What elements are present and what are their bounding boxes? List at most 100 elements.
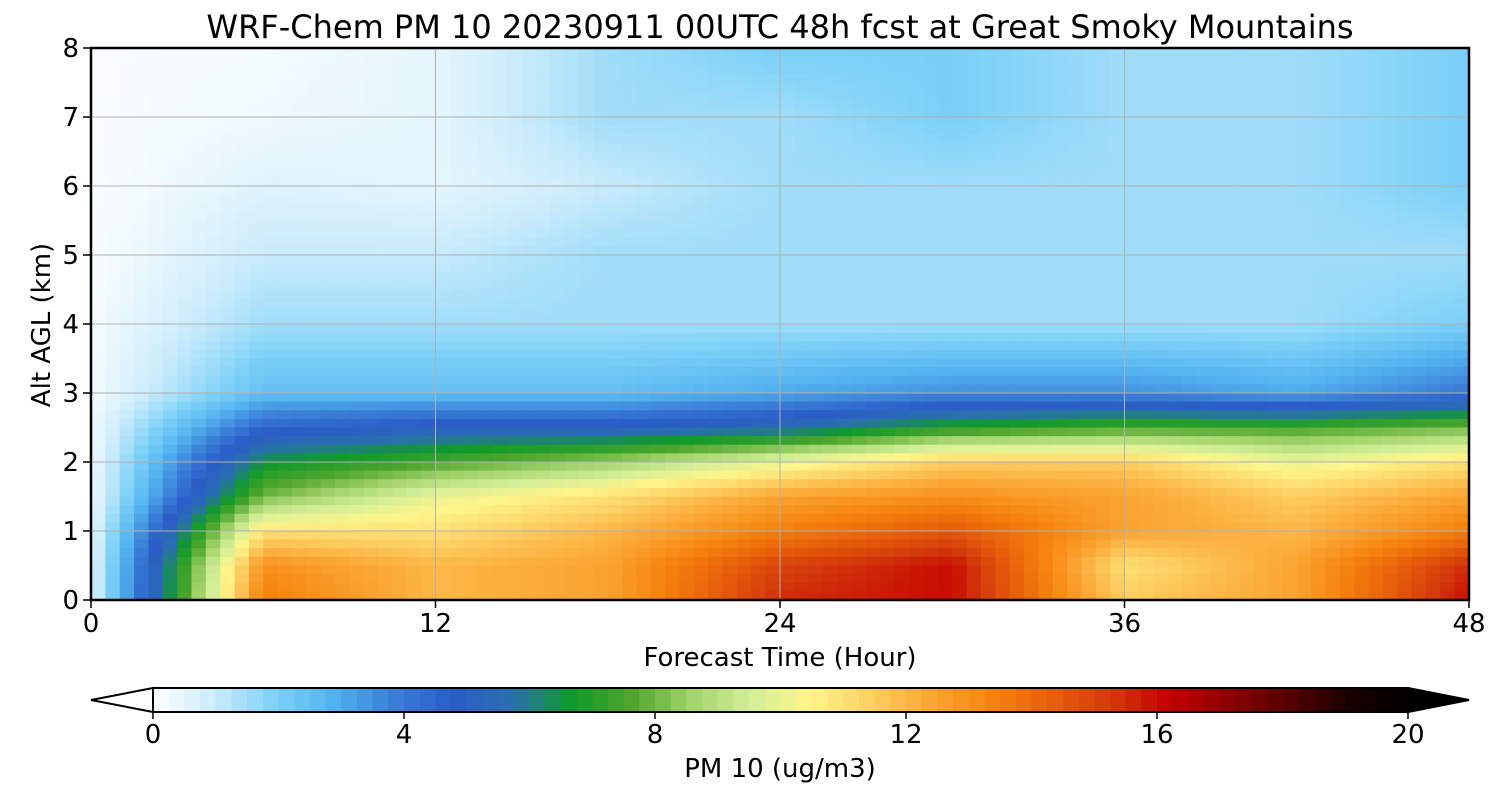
heatmap-cell xyxy=(794,134,810,144)
heatmap-cell xyxy=(1081,332,1097,342)
heatmap-cell xyxy=(277,65,293,75)
heatmap-cell xyxy=(378,151,394,161)
heatmap-cell xyxy=(306,462,322,472)
heatmap-cell xyxy=(134,177,150,187)
heatmap-cell xyxy=(220,142,236,153)
heatmap-cell xyxy=(1196,384,1212,394)
heatmap-cell xyxy=(650,229,666,239)
heatmap-cell xyxy=(1009,160,1025,170)
heatmap-cell xyxy=(507,487,523,498)
heatmap-cell xyxy=(1024,306,1039,316)
heatmap-cell xyxy=(435,332,451,342)
heatmap-cell xyxy=(1081,375,1097,385)
heatmap-cell xyxy=(234,401,250,411)
heatmap-cell xyxy=(808,341,824,351)
heatmap-cell xyxy=(880,108,896,118)
heatmap-cell xyxy=(1253,470,1269,480)
heatmap-cell xyxy=(1153,375,1169,385)
heatmap-cell xyxy=(277,272,293,282)
heatmap-cell xyxy=(550,479,566,489)
heatmap-cell xyxy=(564,341,580,351)
heatmap-cell xyxy=(765,237,781,247)
heatmap-cell xyxy=(291,246,307,256)
heatmap-cell xyxy=(320,306,336,316)
heatmap-cell xyxy=(435,280,451,291)
heatmap-cell xyxy=(1440,186,1456,196)
heatmap-cell xyxy=(1253,48,1269,58)
heatmap-cell xyxy=(291,255,307,265)
heatmap-cell xyxy=(248,255,264,265)
heatmap-cell xyxy=(722,263,738,273)
heatmap-cell xyxy=(363,375,379,385)
heatmap-cell xyxy=(980,168,996,178)
heatmap-cell xyxy=(320,203,336,213)
heatmap-cell xyxy=(148,280,164,291)
heatmap-cell xyxy=(1354,410,1370,420)
heatmap-cell xyxy=(923,220,939,230)
heatmap-cell xyxy=(607,393,623,403)
heatmap-cell xyxy=(751,48,767,58)
heatmap-cell xyxy=(909,375,925,385)
heatmap-cell xyxy=(535,229,551,239)
heatmap-cell xyxy=(1411,203,1427,213)
heatmap-cell xyxy=(851,117,867,127)
heatmap-cell xyxy=(1196,393,1212,403)
heatmap-cell xyxy=(191,280,207,291)
heatmap-cell xyxy=(765,246,781,256)
heatmap-cell xyxy=(1124,237,1140,247)
heatmap-cell xyxy=(464,462,480,472)
heatmap-cell xyxy=(119,444,135,454)
heatmap-cell xyxy=(392,298,408,308)
heatmap-cell xyxy=(693,410,709,420)
heatmap-cell xyxy=(966,341,982,351)
heatmap-cell xyxy=(1325,462,1341,472)
heatmap-cell xyxy=(679,211,695,222)
heatmap-cell xyxy=(1095,160,1111,170)
heatmap-cell xyxy=(866,298,882,308)
heatmap-cell xyxy=(1296,341,1312,351)
heatmap-cell xyxy=(622,56,638,66)
heatmap-cell xyxy=(234,203,250,213)
heatmap-cell xyxy=(306,194,322,204)
heatmap-cell xyxy=(478,332,494,342)
heatmap-cell xyxy=(622,48,638,58)
heatmap-cell xyxy=(435,211,451,222)
heatmap-cell xyxy=(521,453,537,463)
heatmap-cell xyxy=(736,117,752,127)
heatmap-cell xyxy=(1067,117,1083,127)
heatmap-cell xyxy=(1224,375,1240,385)
heatmap-cell xyxy=(1354,427,1370,437)
heatmap-cell xyxy=(952,349,968,360)
heatmap-cell xyxy=(607,117,623,127)
heatmap-cell xyxy=(564,65,580,75)
heatmap-cell xyxy=(579,410,594,420)
heatmap-cell xyxy=(205,160,221,170)
heatmap-cell xyxy=(1454,436,1470,446)
heatmap-cell xyxy=(1425,73,1441,84)
heatmap-cell xyxy=(134,427,150,437)
heatmap-cell xyxy=(851,280,867,291)
heatmap-cell xyxy=(1282,220,1298,230)
heatmap-cell xyxy=(392,48,408,58)
heatmap-cell xyxy=(478,263,494,273)
heatmap-cell xyxy=(1440,168,1456,178)
heatmap-cell xyxy=(1311,393,1327,403)
heatmap-cell xyxy=(1052,427,1068,437)
heatmap-cell xyxy=(1038,332,1054,342)
heatmap-cell xyxy=(966,177,982,187)
heatmap-cell xyxy=(995,487,1011,498)
heatmap-cell xyxy=(995,410,1011,420)
heatmap-cell xyxy=(91,73,106,84)
heatmap-cell xyxy=(335,186,350,196)
heatmap-cell xyxy=(650,487,666,498)
heatmap-cell xyxy=(392,125,408,135)
heatmap-cell xyxy=(1181,142,1197,153)
heatmap-cell xyxy=(564,211,580,222)
heatmap-cell xyxy=(1296,108,1312,118)
heatmap-cell xyxy=(1196,462,1212,472)
heatmap-cell xyxy=(535,375,551,385)
heatmap-cell xyxy=(665,237,681,247)
heatmap-cell xyxy=(1339,151,1355,161)
heatmap-cell xyxy=(1210,289,1226,299)
heatmap-cell xyxy=(248,220,264,230)
